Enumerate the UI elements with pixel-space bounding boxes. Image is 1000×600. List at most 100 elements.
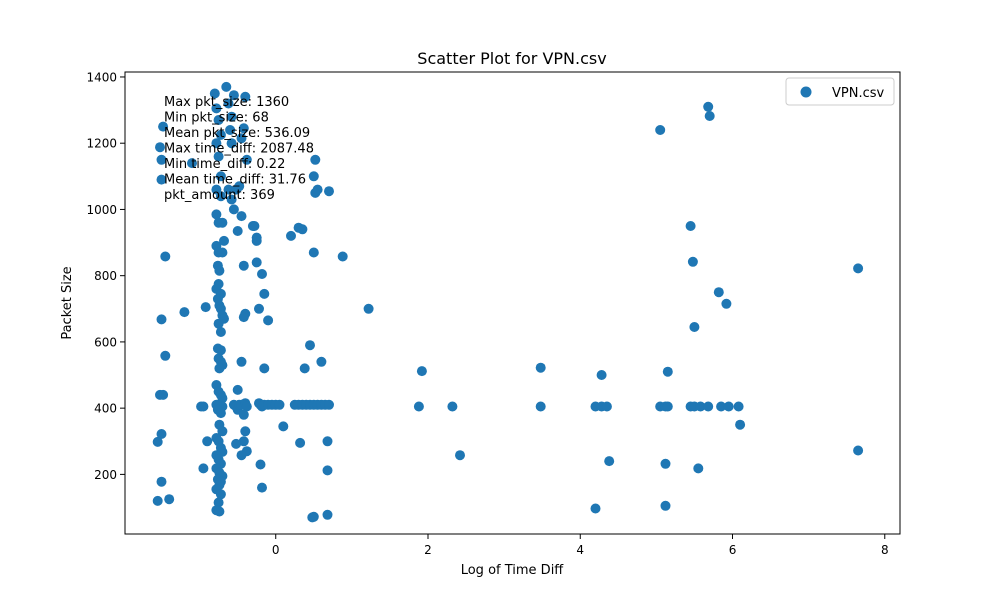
data-point [604,456,615,467]
data-point [660,500,671,511]
legend: VPN.csv [785,77,895,106]
data-point [251,257,262,268]
data-point [238,123,249,134]
y-tick-label: 400 [94,402,117,416]
y-tick-label: 1200 [86,137,117,151]
y-tick-label: 600 [94,335,117,349]
data-point [209,88,220,99]
data-point [213,318,224,329]
data-point [257,482,267,493]
data-point [363,303,374,314]
data-point [215,408,226,419]
data-point [215,327,226,337]
points-layer [152,81,864,523]
x-tick-label: 6 [729,543,737,557]
stat-line: Min pkt_size: 68 [164,111,269,126]
data-point [299,363,310,374]
data-point [337,251,348,262]
data-point [198,401,209,412]
data-point [324,186,334,197]
data-point [213,151,224,162]
data-point [202,436,213,447]
data-point [693,463,704,474]
data-point [217,217,228,228]
data-point [695,401,706,412]
data-point [662,366,673,377]
data-point [703,101,714,112]
data-point [211,103,222,114]
data-point [236,356,247,367]
data-point [286,230,296,241]
data-point [662,401,673,412]
data-point [413,401,424,412]
stat-line: Max pkt_size: 1360 [164,95,289,110]
x-tick-label: 2 [424,543,432,557]
data-point [655,125,666,135]
data-point [704,111,715,121]
data-point [228,204,239,215]
data-point [215,191,226,202]
data-point [226,111,237,122]
data-point [238,312,249,323]
data-point [215,129,226,140]
legend-marker [800,86,812,98]
data-point [155,142,165,153]
x-tick-label: 0 [272,543,280,557]
data-point [156,429,167,439]
data-point [278,421,289,432]
data-point [687,256,698,267]
data-point [305,340,315,351]
data-point [853,263,864,274]
x-axis-label: Log of Time Diff [461,563,565,578]
data-point [236,450,247,461]
data-point [322,509,333,520]
data-point [226,138,237,149]
data-point [234,181,245,192]
legend-box [785,77,895,106]
data-point [238,436,249,447]
data-point [156,174,167,185]
data-point [535,362,546,373]
data-point [263,315,274,326]
data-point [316,356,327,367]
data-point [254,303,264,314]
data-point [310,187,321,198]
data-point [310,154,321,165]
data-point [685,221,696,231]
stat-line: Max time_diff: 2087.48 [164,142,314,157]
data-point [853,445,864,456]
data-point [156,154,167,165]
data-point [236,211,247,222]
data-point [213,497,224,508]
data-point [217,426,228,437]
data-point [226,194,237,205]
data-point [225,125,236,135]
data-point [590,503,601,514]
data-point [198,463,209,474]
data-point [228,90,239,101]
data-point [158,121,169,132]
y-tick-label: 800 [94,269,117,283]
data-point [236,133,247,144]
data-point [322,465,333,476]
data-point [308,171,319,182]
data-point [240,426,251,437]
data-point [713,287,724,298]
data-point [215,489,226,500]
data-point [447,401,458,412]
data-point [217,247,228,258]
chart-title: Scatter Plot for VPN.csv [417,49,606,68]
data-point [160,350,171,361]
data-point [324,399,334,410]
data-point [231,438,242,449]
stat-line: Mean pkt_size: 536.09 [164,126,310,141]
data-point [297,224,308,235]
y-axis: 200 400 600 800 1000 1200 1400 [86,70,125,482]
data-point [232,384,243,395]
data-point [187,158,197,169]
data-point [223,184,234,195]
data-point [223,98,234,109]
data-point [601,401,612,412]
y-tick-label: 1400 [86,70,117,84]
